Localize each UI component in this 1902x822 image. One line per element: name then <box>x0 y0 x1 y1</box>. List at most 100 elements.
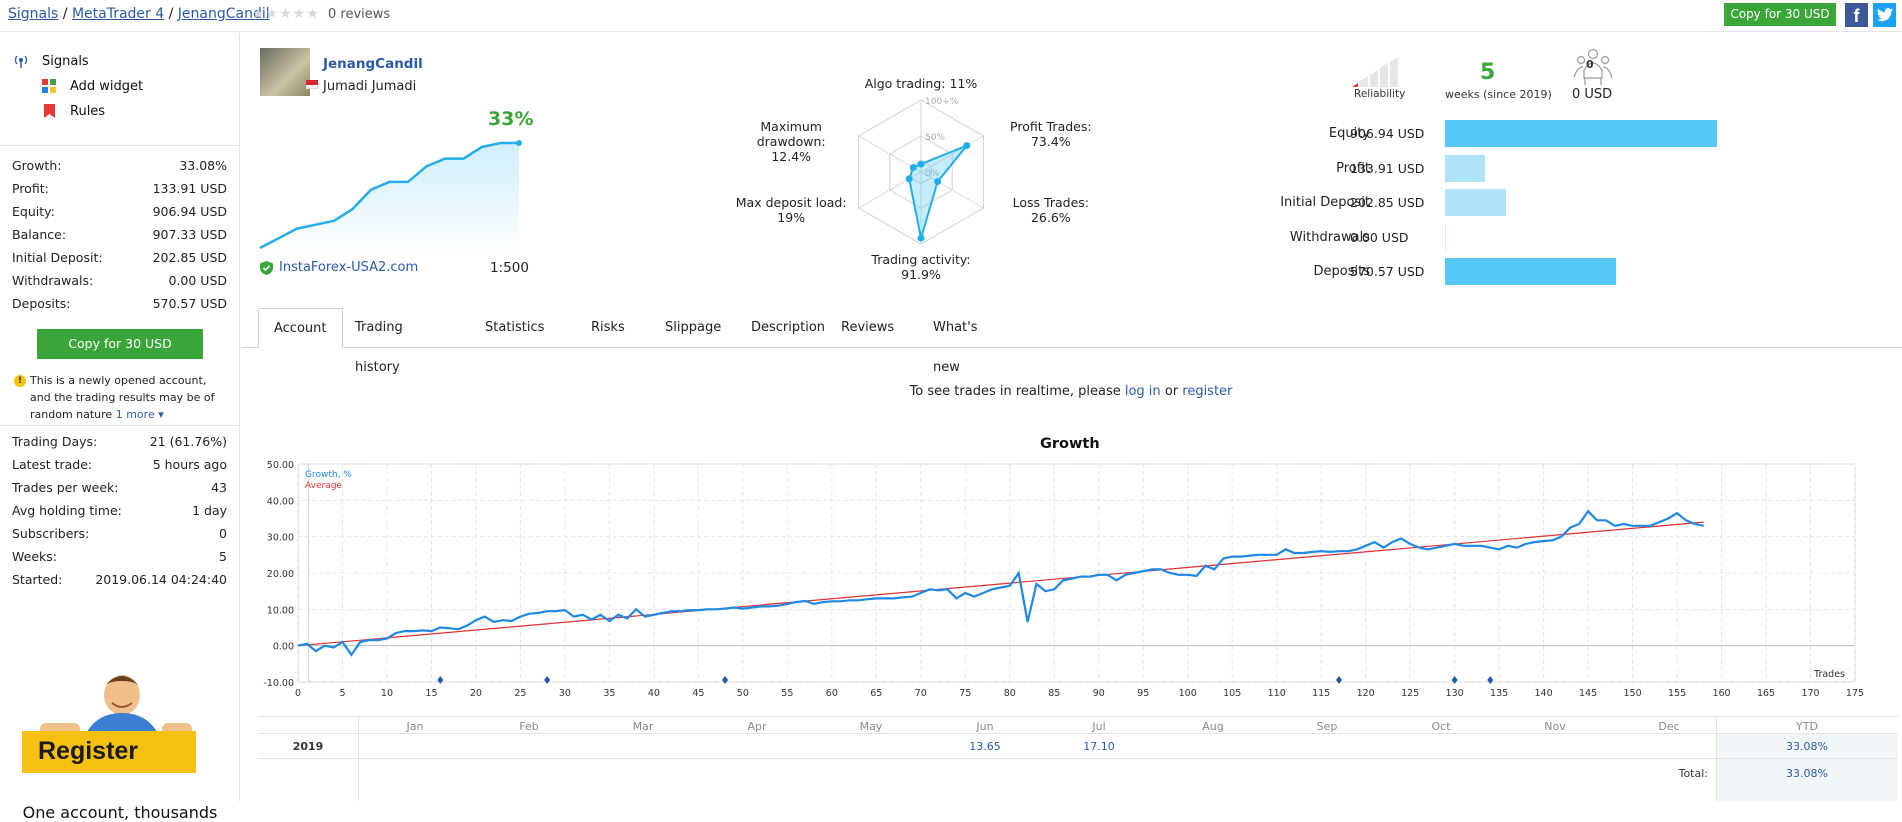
facebook-icon[interactable]: f <box>1845 3 1868 27</box>
y-tick-label: 30.00 <box>267 533 294 544</box>
deposit-marker[interactable] <box>1335 676 1342 684</box>
stat-label: Started: <box>12 572 63 587</box>
tab-risks[interactable]: Risks <box>591 320 625 335</box>
growth-chart: 50.00 40.00 30.00 20.00 10.00 0.00 -10.000 5 10 1… <box>263 460 1864 699</box>
month-header: Jan <box>406 720 424 733</box>
stat-value: 0.00 USD <box>168 273 227 288</box>
more-link[interactable]: 1 more ▾ <box>115 408 164 421</box>
x-tick-label: 110 <box>1268 688 1286 699</box>
x-tick-label: 95 <box>1137 688 1149 699</box>
weeks-label: weeks (since 2019) <box>1445 88 1552 101</box>
monthly-returns-table: Jan Feb Mar Apr May Jun Jul Aug Sep Oct Nov Dec YTD 2… <box>258 716 1898 801</box>
x-tick-label: 150 <box>1624 688 1642 699</box>
notice-text: This is a newly opened account, and the … <box>30 374 215 421</box>
stat-value: 33.08% <box>179 158 227 173</box>
sidebar-item-label: Signals <box>42 53 89 69</box>
radar-label-value: 19% <box>777 210 806 225</box>
sidebar-item-add-widget[interactable]: Add widget <box>40 78 143 94</box>
deposit-marker[interactable] <box>544 676 551 684</box>
register-link[interactable]: register <box>1182 384 1233 399</box>
stat-label: Weeks: <box>12 549 57 564</box>
month-value-cell[interactable]: 17.10 <box>1083 740 1115 753</box>
weeks-count: 5 <box>1480 60 1496 85</box>
reviews-count[interactable]: 0 reviews <box>328 7 391 22</box>
register-label[interactable]: Register <box>38 737 139 765</box>
x-tick-label: 5 <box>339 688 345 699</box>
stat-row: Subscribers: 0 <box>12 522 227 545</box>
year-cell: 2019 <box>292 740 324 753</box>
divider <box>0 145 240 146</box>
register-banner[interactable]: Register <box>20 673 200 773</box>
radar-point <box>917 160 925 168</box>
tab-trading-history[interactable]: Trading history <box>355 320 403 375</box>
x-tick-label: 50 <box>737 688 749 699</box>
breadcrumb-signals[interactable]: Signals <box>8 6 59 22</box>
stat-label: Equity: <box>12 204 55 219</box>
deposit-marker[interactable] <box>437 676 444 684</box>
y-tick-label: 0.00 <box>273 642 294 653</box>
broker-link[interactable]: InstaForex-USA2.com <box>260 260 418 275</box>
divider <box>0 425 240 426</box>
realtime-or: or <box>1164 384 1179 399</box>
deposit-marker[interactable] <box>722 676 729 684</box>
tab-slippage[interactable]: Slippage <box>665 320 722 335</box>
breadcrumb-sep: / <box>168 6 174 22</box>
deposit-marker[interactable] <box>1451 676 1458 684</box>
financial-bar <box>1445 154 1486 182</box>
risk-radar-chart: 100+% 50% 0% <box>858 97 984 245</box>
tab-statistics[interactable]: Statistics <box>485 320 545 335</box>
tab-account[interactable]: Account <box>258 308 343 348</box>
avatar[interactable] <box>260 48 310 96</box>
subscribers-funds: 0 USD <box>1572 87 1613 102</box>
x-tick-label: 130 <box>1446 688 1464 699</box>
rating-stars[interactable]: ★★★★★ <box>252 6 320 22</box>
broker-name[interactable]: InstaForex-USA2.com <box>279 260 419 275</box>
widget-icon <box>40 78 58 94</box>
top-bar: Signals / MetaTrader 4 / JenangCandil ★★… <box>0 0 1902 32</box>
tabs-underline <box>242 347 1902 348</box>
stat-row: Trades per week: 43 <box>12 476 227 499</box>
stat-label: Latest trade: <box>12 457 93 472</box>
tab-what-s-new[interactable]: What's new <box>933 320 978 375</box>
login-link[interactable]: log in <box>1124 384 1161 399</box>
stat-row: Weeks: 5 <box>12 545 227 568</box>
deposit-marker[interactable] <box>1487 676 1494 684</box>
stat-label: Initial Deposit: <box>12 250 103 265</box>
realtime-notice: To see trades in realtime, please log in… <box>0 384 1902 399</box>
growth-chart-title: Growth <box>1040 436 1100 452</box>
stat-label: Avg holding time: <box>12 503 122 518</box>
x-tick-label: 160 <box>1712 688 1730 699</box>
copy-signal-button-top[interactable]: Copy for 30 USD <box>1724 3 1836 26</box>
month-value-cell[interactable]: 13.65 <box>969 740 1001 753</box>
mini-growth-chart <box>259 140 522 253</box>
average-series-line <box>297 521 1704 647</box>
register-box <box>22 731 196 773</box>
sidebar-item-label: Add widget <box>70 78 144 94</box>
x-tick-label: 55 <box>781 688 793 699</box>
x-tick-label: 70 <box>915 688 927 699</box>
stat-value: 133.91 USD <box>152 181 227 196</box>
tab-description[interactable]: Description <box>751 320 826 335</box>
growth-percent: 33% <box>488 108 534 130</box>
x-tick-label: 170 <box>1801 688 1819 699</box>
subscribers-icon <box>1573 48 1613 85</box>
radar-axis-label: Profit Trades: 73.4% <box>991 119 1111 149</box>
breadcrumb-provider[interactable]: JenangCandil <box>177 6 270 22</box>
provider-name[interactable]: JenangCandil <box>323 56 423 72</box>
leverage: 1:500 <box>490 260 529 276</box>
financial-row: Withdrawals 0.00 USD <box>1220 223 1740 252</box>
radar-value-polygon <box>908 143 971 239</box>
sidebar-item-rules[interactable]: Rules <box>40 103 105 119</box>
month-header: Feb <box>519 720 539 733</box>
growth-series-line <box>297 509 1704 657</box>
breadcrumb-metatrader[interactable]: MetaTrader 4 <box>71 6 165 22</box>
new-account-notice: ! This is a newly opened account, and th… <box>14 372 224 421</box>
copy-signal-button[interactable]: Copy for 30 USD <box>37 329 203 359</box>
twitter-icon[interactable] <box>1873 3 1896 27</box>
stat-value: 5 <box>219 549 227 564</box>
sidebar-item-signals[interactable]: Signals <box>12 53 89 69</box>
x-tick-label: 15 <box>425 688 437 699</box>
financial-label: Initial Deposit <box>1280 195 1370 210</box>
tab-reviews[interactable]: Reviews <box>841 320 895 335</box>
stat-row: Withdrawals: 0.00 USD <box>12 269 227 292</box>
